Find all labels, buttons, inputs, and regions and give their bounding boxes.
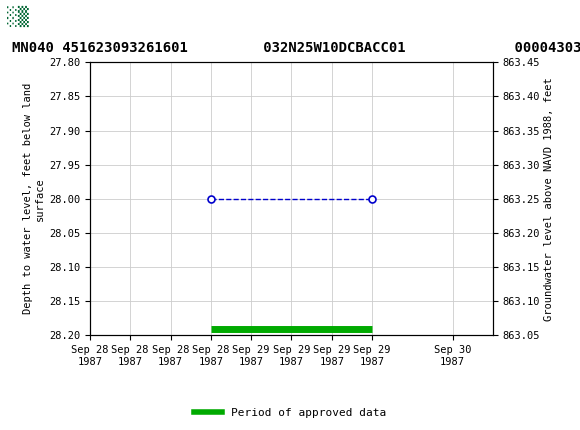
Text: MN040 451623093261601         032N25W10DCBACC01             0000430337: MN040 451623093261601 032N25W10DCBACC01 … — [12, 41, 580, 55]
Text: USGS: USGS — [39, 6, 99, 26]
Text: ░▒: ░▒ — [7, 6, 29, 27]
Y-axis label: Groundwater level above NAVD 1988, feet: Groundwater level above NAVD 1988, feet — [545, 77, 554, 321]
Legend: Period of approved data: Period of approved data — [190, 403, 390, 422]
Bar — [5, 3, 37, 29]
Y-axis label: Depth to water level, feet below land
surface: Depth to water level, feet below land su… — [23, 83, 45, 314]
